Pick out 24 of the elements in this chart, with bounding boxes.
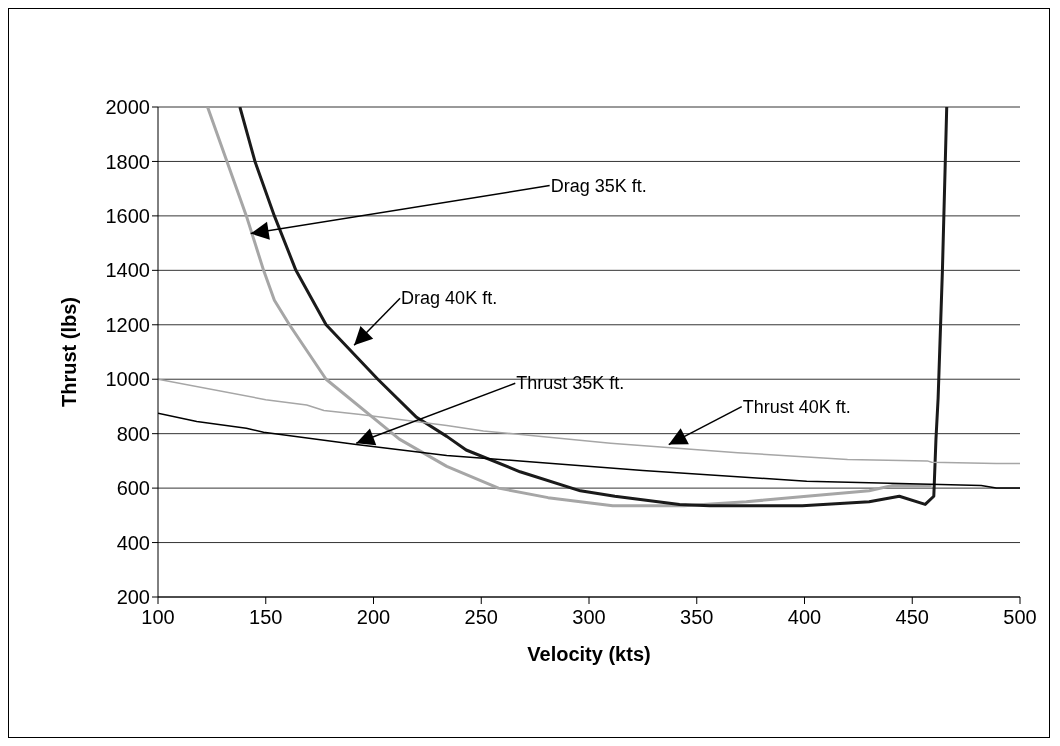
- y-tick-label: 800: [116, 422, 150, 445]
- y-axis-title: Thrust (lbs): [58, 297, 81, 407]
- y-tick-label: 1800: [105, 150, 150, 173]
- annotation: Drag 35K ft.: [550, 175, 647, 196]
- y-tick-label: 400: [116, 531, 150, 554]
- x-tick-label: 500: [1003, 606, 1037, 629]
- y-tick-label: 600: [116, 477, 150, 500]
- x-tick-label: 200: [356, 606, 391, 629]
- x-tick-label: 400: [787, 606, 822, 629]
- x-tick-label: 300: [572, 606, 606, 629]
- annotation: Drag 40K ft.: [401, 288, 498, 309]
- y-tick-label: 1400: [105, 259, 150, 282]
- annotation: Thrust 40K ft.: [742, 396, 851, 417]
- x-tick-label: 100: [141, 606, 175, 629]
- y-tick-label: 1200: [105, 313, 150, 336]
- x-axis-title: Velocity (kts): [527, 643, 651, 665]
- x-tick-label: 150: [249, 606, 283, 629]
- x-tick-label: 350: [680, 606, 714, 629]
- y-tick-label: 200: [116, 586, 150, 609]
- y-tick-label: 1600: [105, 204, 150, 227]
- x-tick-label: 250: [464, 606, 498, 629]
- y-tick-label: 2000: [105, 96, 150, 119]
- y-tick-label: 1000: [105, 368, 150, 391]
- x-tick-label: 450: [895, 606, 929, 629]
